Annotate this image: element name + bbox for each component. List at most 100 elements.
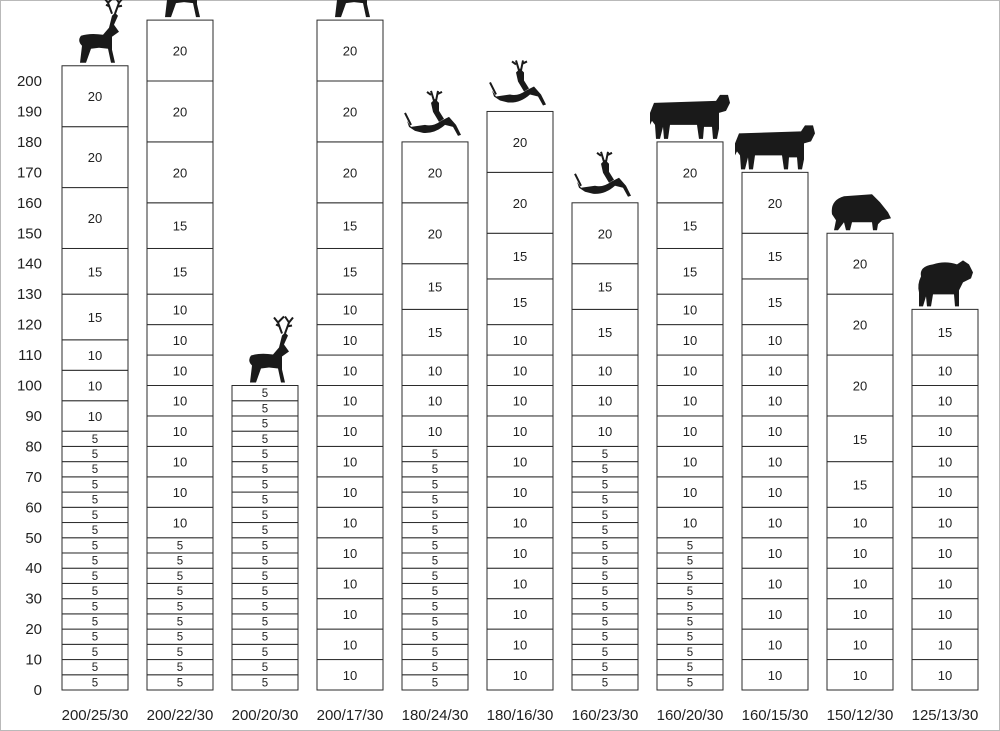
bar-segment [401, 308, 469, 356]
y-tick-label: 160 [17, 195, 42, 212]
segment-value-label: 20 [343, 44, 357, 59]
bar-segment [486, 476, 554, 508]
x-tick-label: 200/20/30 [232, 707, 299, 724]
segment-value-label: 5 [262, 434, 268, 446]
y-tick-label: 170 [17, 164, 42, 181]
segment-value-label: 20 [853, 257, 867, 272]
y-tick-label: 10 [25, 652, 42, 669]
bar-column: 10 10 10 10 10 10 10 10 10 10 10 10 10 15 15 20 20 20 [316, 0, 384, 691]
bar-segment [486, 506, 554, 539]
segment-value-label: 20 [173, 165, 187, 180]
bar-segment [656, 324, 724, 356]
x-axis: 200/25/30 200/22/30 200/20/30 200/17/30 180/… [62, 707, 979, 724]
segment-value-label: 10 [768, 637, 782, 652]
segment-value-label: 10 [853, 668, 867, 683]
bar-segment [826, 415, 894, 463]
segment-value-label: 20 [343, 104, 357, 119]
bar-segment [146, 293, 214, 326]
segment-value-label: 5 [92, 662, 98, 674]
segment-value-label: 15 [173, 264, 187, 279]
bar-column: 5 5 5 5 5 5 5 5 5 5 5 5 5 5 5 5 5 5 5 5 [231, 315, 299, 691]
segment-value-label: 5 [262, 616, 268, 628]
segment-value-label: 15 [428, 325, 442, 340]
bar-segment [486, 659, 554, 691]
cattle-icon [650, 94, 730, 139]
segment-value-label: 5 [432, 632, 438, 644]
segment-value-label: 5 [432, 525, 438, 537]
segment-value-label: 5 [262, 556, 268, 568]
bar-segment [911, 308, 979, 356]
segment-value-label: 5 [432, 479, 438, 491]
segment-value-label: 10 [88, 409, 102, 424]
segment-value-label: 10 [768, 607, 782, 622]
segment-value-label: 15 [343, 219, 357, 234]
bar-segment [741, 445, 809, 478]
bar-segment [401, 202, 469, 265]
bar-segment [316, 415, 384, 447]
segment-value-label: 15 [88, 264, 102, 279]
segment-value-label: 5 [92, 586, 98, 598]
segment-value-label: 10 [938, 424, 952, 439]
bar-column: 10 10 10 10 10 10 10 10 10 10 10 10 15 15 20 [735, 125, 815, 691]
segment-value-label: 10 [683, 485, 697, 500]
segment-value-label: 5 [262, 571, 268, 583]
bar-segment [316, 659, 384, 691]
bar-segment [741, 506, 809, 539]
bar-segment [571, 385, 639, 417]
bar-segment [656, 415, 724, 447]
segment-value-label: 5 [92, 495, 98, 507]
segment-value-label: 5 [177, 662, 183, 674]
y-tick-label: 0 [34, 682, 42, 699]
segment-value-label: 10 [598, 363, 612, 378]
bar-segment [401, 415, 469, 447]
x-tick-label: 160/23/30 [572, 707, 639, 724]
bar-segment [316, 80, 384, 143]
segment-value-label: 5 [92, 632, 98, 644]
segment-value-label: 5 [177, 647, 183, 659]
segment-value-label: 5 [602, 571, 608, 583]
segment-value-label: 5 [432, 601, 438, 613]
bar-segment [911, 415, 979, 447]
bar-segment [146, 324, 214, 356]
segment-value-label: 5 [687, 601, 693, 613]
segment-value-label: 10 [683, 333, 697, 348]
segment-value-label: 5 [262, 479, 268, 491]
y-tick-label: 150 [17, 225, 42, 242]
segment-value-label: 5 [432, 510, 438, 522]
bar-segment [316, 628, 384, 661]
bar-segment [146, 476, 214, 508]
bar-segment [741, 567, 809, 600]
segment-value-label: 5 [92, 571, 98, 583]
bar-segment [741, 232, 809, 280]
segment-value-label: 5 [602, 479, 608, 491]
bar-segment [826, 537, 894, 569]
segment-value-label: 10 [683, 455, 697, 470]
segment-value-label: 5 [602, 632, 608, 644]
bar-segment [741, 415, 809, 447]
segment-value-label: 10 [938, 394, 952, 409]
segment-value-label: 10 [513, 607, 527, 622]
sheep-icon [918, 260, 973, 307]
segment-value-label: 5 [177, 632, 183, 644]
segment-value-label: 5 [432, 677, 438, 689]
segment-value-label: 5 [177, 586, 183, 598]
segment-value-label: 15 [768, 249, 782, 264]
x-tick-label: 125/13/30 [912, 707, 979, 724]
segment-value-label: 10 [343, 302, 357, 317]
segment-value-label: 10 [173, 302, 187, 317]
segment-value-label: 15 [88, 310, 102, 325]
segment-value-label: 15 [173, 219, 187, 234]
bar-segment [61, 247, 129, 295]
segment-value-label: 15 [343, 264, 357, 279]
segment-value-label: 5 [602, 510, 608, 522]
segment-value-label: 5 [602, 495, 608, 507]
bar-segment [401, 141, 469, 204]
segment-value-label: 5 [687, 677, 693, 689]
bar-segment [316, 537, 384, 569]
segment-value-label: 10 [173, 455, 187, 470]
bar-segment [741, 324, 809, 356]
bar-segment [316, 476, 384, 508]
segment-value-label: 5 [602, 677, 608, 689]
bar-segment [146, 445, 214, 478]
segment-value-label: 5 [262, 464, 268, 476]
